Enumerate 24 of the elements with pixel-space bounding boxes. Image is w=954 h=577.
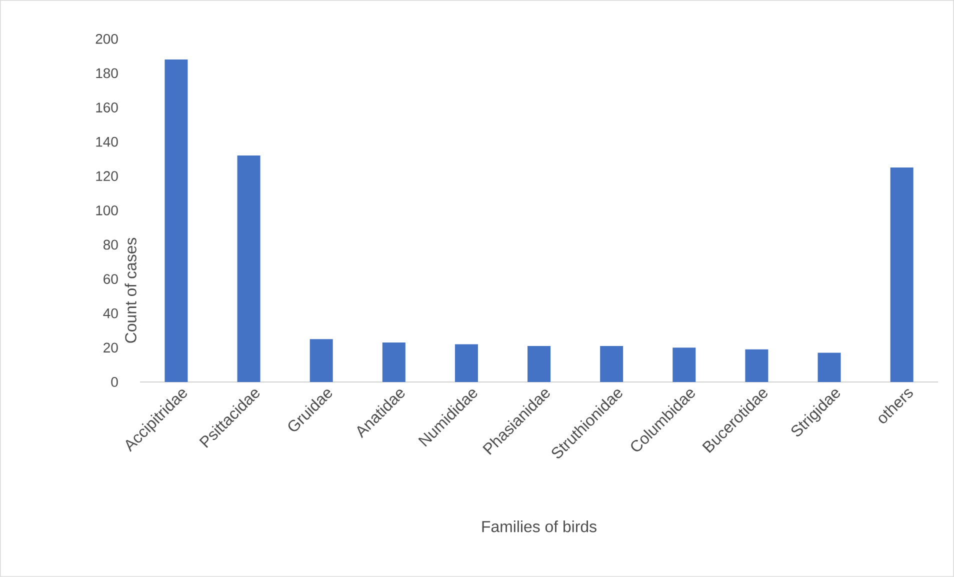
y-tick-label: 100 [96, 206, 118, 216]
y-tick-label: 140 [96, 136, 118, 147]
y-tick-label: 40 [103, 308, 118, 318]
y-tick-label: 120 [96, 171, 118, 182]
bar [600, 346, 624, 382]
y-tick-label: 180 [96, 68, 118, 78]
y-tick-label: 60 [104, 274, 118, 284]
y-tick-label: 160 [96, 102, 118, 112]
bar [164, 60, 188, 382]
bar [528, 346, 551, 382]
bar [818, 352, 841, 382]
y-tick-label: 200 [96, 34, 118, 44]
y-axis-title: Count of cases [124, 238, 136, 343]
bar [454, 344, 478, 382]
y-tick-label: 80 [104, 240, 118, 250]
bar [382, 342, 406, 382]
y-tick-label: 20 [104, 342, 118, 353]
x-axis-title: Families of birds [482, 520, 596, 532]
bar [310, 339, 333, 382]
bar [890, 168, 914, 382]
bar [237, 156, 260, 382]
y-tick-label: 0 [111, 377, 118, 387]
bar [745, 349, 768, 382]
bar [672, 348, 696, 382]
